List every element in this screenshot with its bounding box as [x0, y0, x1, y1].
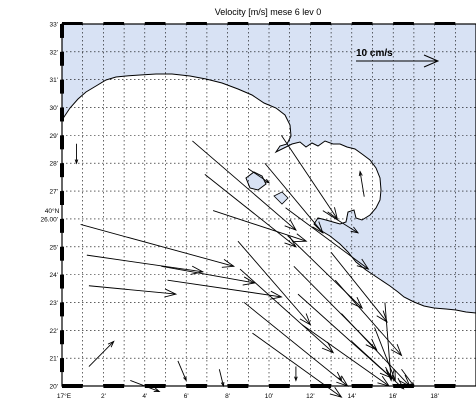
frame-tick-bottom: [103, 384, 125, 388]
frame-tick-top: [269, 22, 290, 25]
velocity-arrow: [86, 254, 205, 275]
velocity-arrow: [358, 170, 365, 197]
frame-tick-bottom: [269, 384, 290, 388]
x-tick-label: 6': [184, 393, 189, 400]
frame-tick-bottom: [144, 384, 166, 388]
frame-tick-left: [60, 163, 64, 178]
grid-lines: [62, 24, 476, 386]
x-tick-label: 2': [101, 393, 106, 400]
frame-tick-top: [351, 22, 373, 25]
frame-tick-left: [60, 79, 64, 94]
frame-tick-bottom: [310, 384, 332, 388]
y-tick-label: 31': [50, 77, 58, 84]
frame-tick-top: [103, 22, 125, 25]
y-tick-label: 24': [50, 272, 58, 279]
x-axis-tick-labels: 17°E 2' 4' 6' 8' 10' 12' 14' 16' 18': [57, 392, 439, 400]
velocity-arrow: [192, 140, 297, 231]
velocity-arrow: [161, 265, 256, 286]
x-tick-label: 18': [430, 393, 438, 400]
frame-tick-top: [434, 22, 456, 25]
velocity-arrow: [88, 285, 178, 298]
velocity-vectors: [74, 135, 415, 398]
frame-tick-top: [186, 22, 207, 25]
velocity-arrow: [237, 240, 312, 326]
velocity-arrow: [281, 135, 339, 221]
frame-tick-left: [60, 218, 64, 233]
velocity-arrow: [384, 302, 395, 382]
x-tick-label: 16': [389, 393, 397, 400]
frame-tick-left: [60, 107, 64, 122]
y-tick-label: 29': [50, 133, 58, 140]
velocity-arrow: [177, 360, 187, 382]
frame-tick-left: [60, 24, 64, 38]
frame-tick-left: [60, 274, 64, 289]
frame-tick-left: [60, 330, 64, 345]
frame-tick-top: [227, 22, 249, 25]
frame-tick-left: [60, 246, 64, 261]
velocity-arrow: [80, 224, 236, 268]
x-tick-label: 4': [142, 393, 147, 400]
map-plot-area: 10 cm/s: [61, 23, 476, 398]
velocity-arrow: [322, 210, 360, 234]
latitude-label: 40°N: [45, 207, 60, 215]
x-tick-label: 17°E: [57, 392, 72, 400]
y-tick-label: 23': [50, 300, 58, 307]
frame-tick-left: [60, 135, 64, 150]
frame-tick-left: [60, 51, 64, 66]
frame-tick-left: [60, 302, 64, 317]
velocity-arrow: [248, 168, 271, 184]
frame-tick-left: [60, 191, 64, 205]
scale-label: 10 cm/s: [356, 48, 393, 59]
velocity-arrow: [285, 207, 370, 270]
x-tick-label: 8': [225, 393, 230, 400]
x-tick-label: 10': [265, 393, 273, 400]
y-axis-tick-labels: 33' 32' 31' 30' 29' 28' 27' 26.00' 25' 24' 23' 22' 2…: [40, 22, 58, 391]
y-tick-label: 30': [50, 105, 58, 112]
frame-tick-top: [144, 22, 166, 25]
velocity-arrow: [330, 252, 388, 323]
velocity-arrow: [264, 162, 324, 234]
frame-tick-top: [62, 22, 83, 25]
x-tick-label: 14': [348, 393, 356, 400]
scale-vector: 10 cm/s: [356, 48, 440, 68]
frame-tick-bottom: [393, 384, 414, 388]
island: [273, 191, 289, 205]
y-tick-label: 28': [50, 161, 58, 168]
frame-tick-left: [60, 358, 64, 373]
y-tick-label: 26.00': [40, 216, 58, 223]
frame-tick-bottom: [351, 384, 373, 388]
frame-tick-bottom: [186, 384, 207, 388]
y-tick-label: 22': [50, 328, 58, 335]
velocity-arrow: [334, 279, 403, 357]
velocity-arrow: [167, 279, 283, 300]
island: [245, 171, 267, 191]
velocity-arrow: [336, 371, 343, 382]
y-tick-label: 21': [50, 356, 58, 363]
velocity-arrow: [74, 143, 79, 165]
y-tick-label: 27': [50, 189, 58, 196]
frame-tick-top: [310, 22, 332, 25]
velocity-arrow: [294, 366, 298, 382]
frame-tick-bottom: [434, 384, 456, 388]
x-tick-label: 12': [306, 393, 314, 400]
y-tick-label: 32': [50, 49, 58, 56]
velocity-arrow: [212, 210, 308, 243]
axis-frame-ticks: [60, 22, 456, 388]
map-title: Velocity [m/s] mese 6 lev 0: [215, 7, 322, 17]
velocity-arrow: [88, 340, 115, 367]
y-tick-label: 33': [50, 22, 58, 29]
frame-tick-bottom: [227, 384, 249, 388]
frame-tick-top: [393, 22, 414, 25]
scale-arrow-head: [423, 54, 440, 68]
velocity-arrow: [239, 268, 335, 354]
y-tick-label: 25': [50, 244, 58, 251]
y-tick-label: 20': [50, 384, 58, 391]
frame-tick-bottom: [62, 384, 83, 388]
